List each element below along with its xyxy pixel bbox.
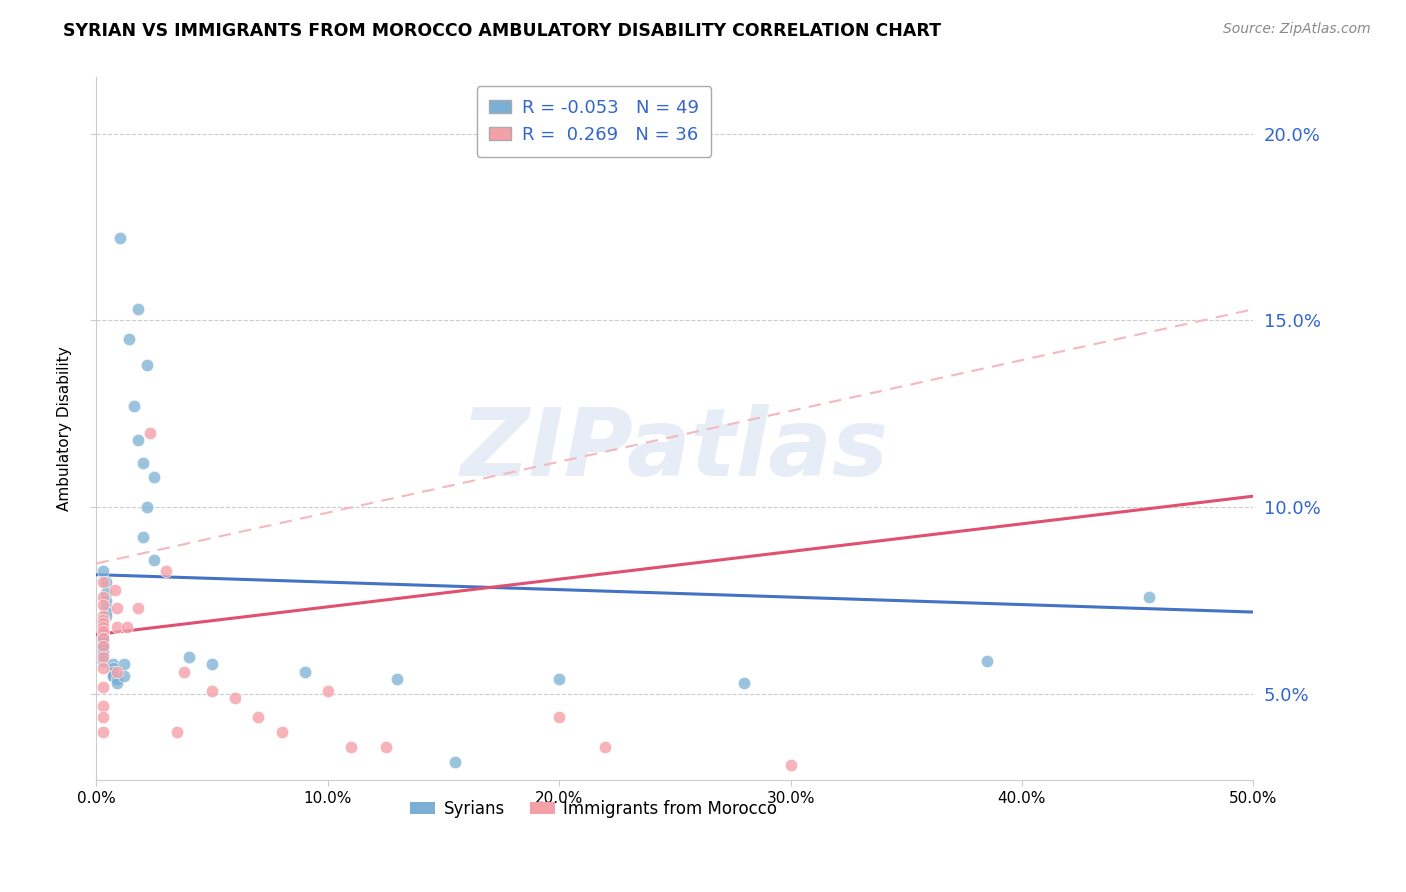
- Point: [93, 632, 115, 646]
- Text: Source: ZipAtlas.com: Source: ZipAtlas.com: [1223, 22, 1371, 37]
- Point: [201, 683, 224, 698]
- Point: [101, 668, 124, 682]
- Point: [93, 624, 115, 638]
- Point: [93, 624, 115, 638]
- Point: [127, 433, 149, 447]
- Point: [93, 613, 115, 627]
- Point: [94, 586, 117, 600]
- Point: [143, 552, 166, 566]
- Point: [93, 639, 115, 653]
- Point: [105, 620, 128, 634]
- Point: [112, 657, 135, 672]
- Point: [94, 601, 117, 615]
- Point: [105, 676, 128, 690]
- Point: [94, 608, 117, 623]
- Point: [976, 654, 998, 668]
- Point: [93, 646, 115, 660]
- Point: [155, 564, 177, 578]
- Point: [733, 676, 755, 690]
- Point: [93, 724, 115, 739]
- Point: [93, 710, 115, 724]
- Point: [136, 500, 159, 515]
- Point: [93, 632, 115, 646]
- Point: [93, 649, 115, 664]
- Point: [143, 470, 166, 484]
- Point: [127, 302, 149, 317]
- Point: [93, 632, 115, 646]
- Point: [93, 680, 115, 694]
- Point: [94, 605, 117, 619]
- Point: [94, 575, 117, 590]
- Point: [387, 673, 409, 687]
- Point: [93, 613, 115, 627]
- Point: [105, 665, 128, 679]
- Point: [93, 661, 115, 675]
- Point: [122, 400, 145, 414]
- Point: [112, 668, 135, 682]
- Point: [548, 710, 571, 724]
- Point: [108, 231, 131, 245]
- Point: [93, 598, 115, 612]
- Point: [93, 620, 115, 634]
- Point: [93, 575, 115, 590]
- Point: [127, 601, 149, 615]
- Point: [93, 616, 115, 631]
- Point: [94, 605, 117, 619]
- Point: [101, 661, 124, 675]
- Legend: Syrians, Immigrants from Morocco: Syrians, Immigrants from Morocco: [404, 793, 785, 825]
- Point: [595, 739, 617, 754]
- Point: [104, 582, 127, 597]
- Y-axis label: Ambulatory Disability: Ambulatory Disability: [58, 346, 72, 511]
- Point: [101, 668, 124, 682]
- Text: ZIPatlas: ZIPatlas: [461, 404, 889, 496]
- Point: [138, 425, 160, 440]
- Point: [93, 654, 115, 668]
- Point: [177, 649, 200, 664]
- Point: [101, 657, 124, 672]
- Point: [93, 639, 115, 653]
- Point: [136, 359, 159, 373]
- Point: [247, 710, 270, 724]
- Point: [93, 616, 115, 631]
- Point: [166, 724, 188, 739]
- Point: [93, 608, 115, 623]
- Point: [118, 332, 141, 346]
- Point: [93, 698, 115, 713]
- Point: [132, 456, 155, 470]
- Point: [173, 665, 195, 679]
- Point: [294, 665, 316, 679]
- Point: [444, 755, 467, 769]
- Point: [132, 530, 155, 544]
- Point: [316, 683, 339, 698]
- Point: [93, 564, 115, 578]
- Point: [270, 724, 292, 739]
- Point: [105, 601, 128, 615]
- Point: [94, 594, 117, 608]
- Point: [340, 739, 363, 754]
- Point: [224, 691, 246, 706]
- Point: [374, 739, 396, 754]
- Point: [1137, 590, 1160, 604]
- Point: [93, 635, 115, 649]
- Point: [93, 620, 115, 634]
- Point: [779, 758, 801, 772]
- Point: [105, 673, 128, 687]
- Point: [548, 673, 571, 687]
- Point: [101, 665, 124, 679]
- Text: SYRIAN VS IMMIGRANTS FROM MOROCCO AMBULATORY DISABILITY CORRELATION CHART: SYRIAN VS IMMIGRANTS FROM MOROCCO AMBULA…: [63, 22, 941, 40]
- Point: [115, 620, 138, 634]
- Point: [93, 590, 115, 604]
- Point: [93, 642, 115, 657]
- Point: [93, 627, 115, 641]
- Point: [201, 657, 224, 672]
